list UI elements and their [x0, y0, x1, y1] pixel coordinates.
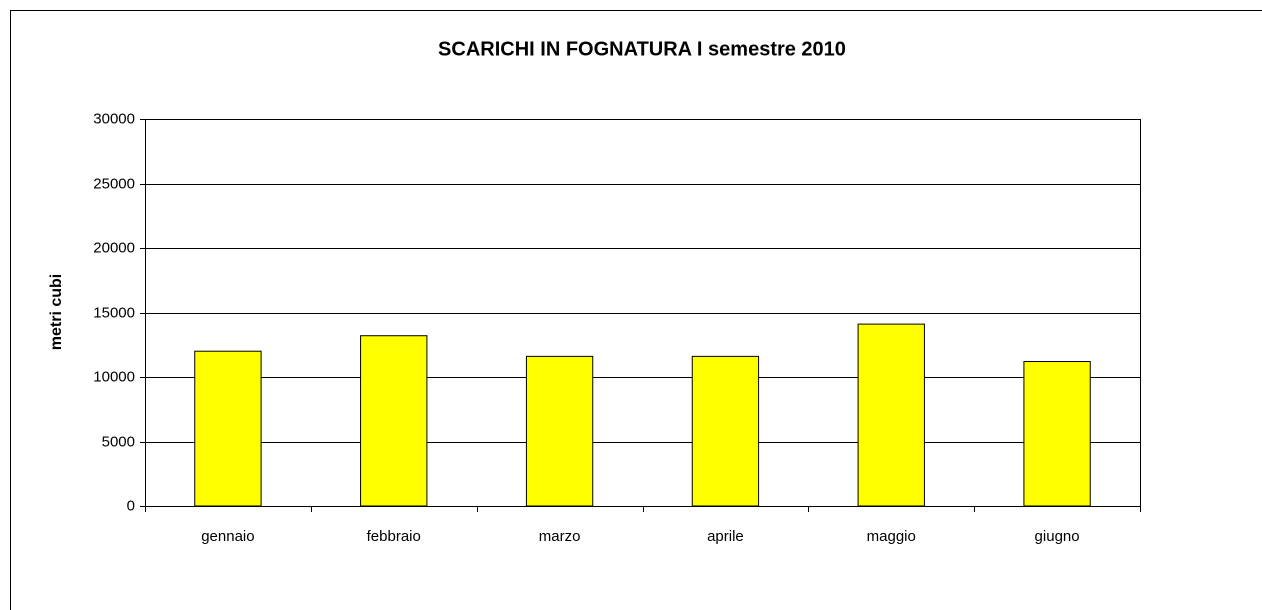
bar	[360, 335, 428, 507]
y-axis-title: metri cubi	[48, 274, 65, 350]
y-tick-label: 10000	[93, 368, 135, 385]
x-tick-label: febbraio	[367, 528, 421, 545]
x-tick-label: marzo	[539, 528, 581, 545]
x-tick-label: maggio	[867, 528, 916, 545]
bar	[857, 323, 925, 507]
chart-border	[10, 10, 1262, 610]
y-tick-label: 5000	[102, 433, 135, 450]
y-tick-label: 25000	[93, 175, 135, 192]
x-tick-label: gennaio	[201, 528, 254, 545]
y-tick-label: 0	[127, 497, 135, 514]
chart-title: SCARICHI IN FOGNATURA I semestre 2010	[438, 38, 846, 60]
bar	[691, 355, 760, 507]
y-tick-label: 15000	[93, 304, 135, 321]
x-tick-label: giugno	[1035, 528, 1080, 545]
x-tick-label: aprile	[707, 528, 744, 545]
y-tick-label: 20000	[93, 239, 135, 256]
bar	[1023, 361, 1091, 507]
y-tick-label: 30000	[93, 110, 135, 127]
bar	[525, 355, 594, 507]
bar	[194, 350, 262, 507]
